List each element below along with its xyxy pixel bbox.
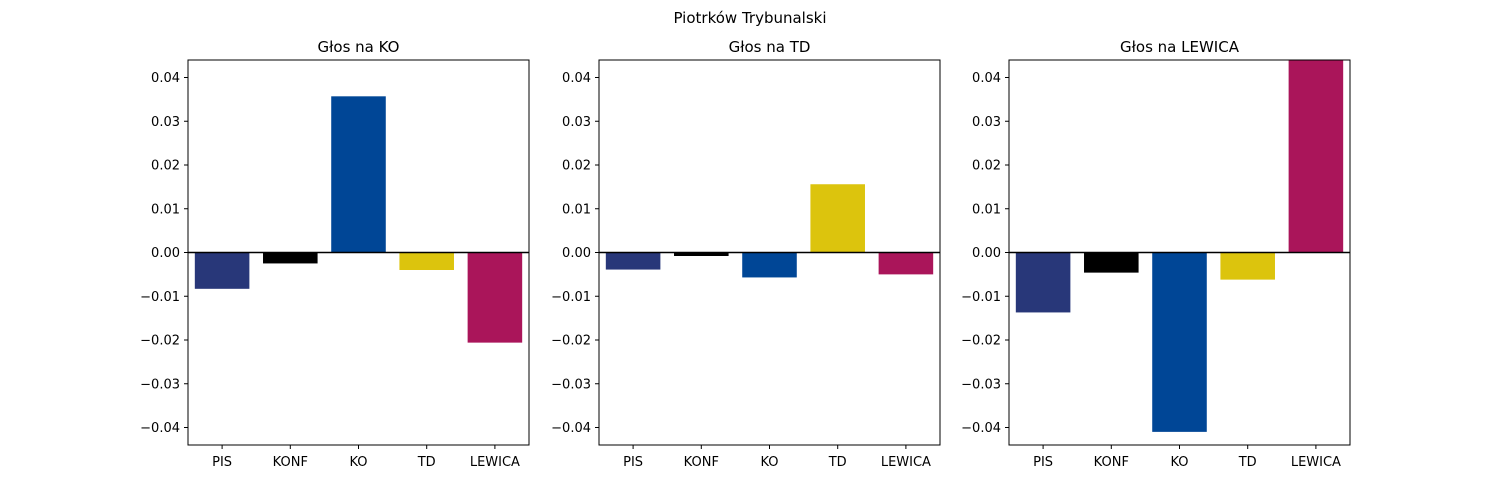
x-tick-label: KONF [684, 455, 719, 470]
bar-pis [194, 252, 250, 289]
y-tick-label: −0.01 [961, 290, 1001, 305]
panel-title: Głos na TD [729, 38, 811, 56]
x-tick-label: LEWICA [1291, 455, 1341, 470]
bar-pis [605, 252, 661, 270]
x-tick-label: PIS [212, 455, 232, 470]
chart-panel-1: Głos na KO PIS KONF KO TD LEWICA 0.04 0.03 0.02 0… [140, 38, 530, 470]
y-tick-label: −0.01 [140, 290, 180, 305]
x-tick-label: PIS [623, 455, 643, 470]
y-tick-label: −0.04 [961, 421, 1001, 436]
bar-lewica [467, 252, 523, 343]
bar-konf [263, 252, 318, 264]
panels: Głos na KO PIS KONF KO TD LEWICA 0.04 0.03 0.02 0… [140, 38, 1351, 470]
bar-pis [1015, 252, 1071, 313]
bar-ko [1152, 252, 1207, 432]
y-tick-label: −0.03 [961, 377, 1001, 392]
y-tick-label: −0.02 [961, 334, 1001, 349]
y-tick-label: −0.02 [140, 334, 180, 349]
axes-frame [187, 59, 530, 446]
bar-ko [331, 96, 386, 253]
y-tick-label: 0.04 [972, 71, 1001, 86]
bar-konf [674, 252, 729, 256]
x-tick-label: LEWICA [470, 455, 520, 470]
y-tick-label: −0.01 [551, 290, 591, 305]
y-tick-label: 0.00 [972, 246, 1001, 261]
bar-konf [1084, 252, 1139, 273]
y-tick-label: 0.04 [562, 71, 591, 86]
axes-frame [598, 59, 941, 446]
figure-suptitle: Piotrków Trybunalski [673, 9, 826, 27]
y-tick-label: −0.04 [551, 421, 591, 436]
y-tick-label: −0.04 [140, 421, 180, 436]
x-tick-label: KO [1170, 455, 1188, 470]
panel-title: Głos na KO [318, 38, 400, 56]
x-tick-label: KO [760, 455, 778, 470]
y-tick-label: 0.03 [972, 115, 1001, 130]
x-tick-label: TD [417, 455, 436, 470]
y-tick-label: −0.02 [551, 334, 591, 349]
x-tick-label: TD [828, 455, 847, 470]
chart-panel-3: Głos na LEWICA PIS KONF KO TD LEWICA 0.04 0.03 0… [961, 38, 1351, 470]
x-tick-label: KO [349, 455, 367, 470]
y-tick-label: 0.00 [562, 246, 591, 261]
y-tick-label: −0.03 [551, 377, 591, 392]
x-tick-label: TD [1238, 455, 1257, 470]
y-tick-label: 0.03 [151, 115, 180, 130]
bar-td [399, 252, 454, 270]
x-tick-label: KONF [1094, 455, 1129, 470]
x-tick-label: PIS [1033, 455, 1053, 470]
bar-lewica [878, 252, 934, 275]
panel-title: Głos na LEWICA [1120, 38, 1240, 56]
x-tick-label: KONF [273, 455, 308, 470]
bar-td [1220, 252, 1275, 280]
bar-lewica [1288, 60, 1344, 253]
bar-td [810, 184, 865, 253]
axes-frame [1008, 59, 1351, 446]
bar-ko [742, 252, 797, 278]
y-tick-label: 0.04 [151, 71, 180, 86]
y-tick-label: 0.01 [972, 202, 1001, 217]
chart-panel-2: Głos na TD PIS KONF KO TD LEWICA 0.04 0.03 0.02 0… [551, 38, 941, 470]
y-tick-label: 0.01 [151, 202, 180, 217]
y-tick-label: 0.02 [972, 159, 1001, 174]
y-tick-label: 0.01 [562, 202, 591, 217]
x-tick-label: LEWICA [881, 455, 931, 470]
y-tick-label: 0.03 [562, 115, 591, 130]
y-tick-label: 0.00 [151, 246, 180, 261]
y-tick-label: 0.02 [562, 159, 591, 174]
y-tick-label: 0.02 [151, 159, 180, 174]
y-tick-label: −0.03 [140, 377, 180, 392]
